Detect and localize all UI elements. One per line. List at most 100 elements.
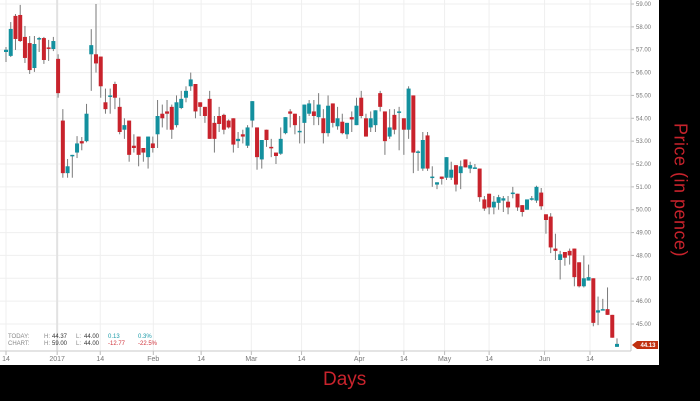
candle [373, 110, 378, 132]
candle [525, 199, 530, 210]
candle [591, 278, 596, 327]
today-high: 44.37 [52, 334, 68, 340]
candle [122, 118, 127, 139]
candle-body [264, 129, 269, 140]
candle [496, 194, 501, 210]
x-tick-label: Apr [354, 356, 366, 363]
candle [32, 35, 37, 72]
candle [477, 168, 482, 202]
candle-body [188, 79, 193, 87]
candle-body [212, 122, 217, 139]
candle-body [330, 103, 335, 123]
candle-body [65, 166, 70, 174]
candle-body [600, 309, 605, 311]
candle-body [387, 127, 392, 137]
y-tick-label: 54.00 [636, 116, 652, 122]
candle [491, 195, 496, 215]
candle-body [397, 111, 402, 113]
candle-body [392, 114, 397, 130]
candle-body [245, 127, 250, 146]
candle [539, 187, 544, 210]
candle [586, 264, 591, 281]
candle [453, 165, 458, 192]
candle [581, 255, 586, 288]
candle [202, 106, 207, 123]
candle [610, 314, 615, 338]
y-tick-label: 52.00 [636, 162, 652, 168]
candle [217, 106, 222, 132]
candle-body [482, 199, 487, 209]
candle-body [382, 111, 387, 142]
candle [501, 195, 506, 212]
candle [212, 115, 217, 153]
candle [165, 99, 170, 130]
candle-body [269, 146, 274, 149]
chart-high-label: H: [44, 341, 50, 347]
candle [397, 106, 402, 151]
candle-body [32, 43, 37, 68]
candle [13, 14, 18, 50]
x-tick-label: 14 [586, 356, 594, 363]
candle-body [577, 262, 582, 287]
candle [174, 95, 179, 128]
candle-body [477, 168, 482, 198]
candle-body [449, 169, 454, 178]
chart-low: 44.00 [84, 341, 100, 347]
y-tick-label: 45.00 [636, 322, 652, 328]
today-high-label: H: [44, 334, 50, 340]
candle [288, 109, 293, 128]
candle [231, 118, 236, 153]
candle [108, 88, 113, 114]
candle-body [520, 205, 525, 212]
candle-body [136, 136, 141, 155]
candle-body [439, 176, 444, 179]
candle [311, 99, 316, 126]
today-pct: 0.3% [138, 334, 152, 340]
candle-body [534, 186, 539, 201]
candle-body [501, 198, 506, 201]
today-row: TODAY: H: 44.37 L: 44.00 0.13 0.3% [8, 334, 168, 341]
candle-body [240, 134, 245, 137]
candle-body [335, 118, 340, 127]
y-tick-label: 48.00 [636, 253, 652, 259]
candle [553, 233, 558, 260]
today-low-label: L: [76, 334, 82, 340]
candle [387, 109, 392, 139]
candle-body [321, 118, 326, 134]
candle [188, 72, 193, 91]
candle [435, 182, 440, 190]
candle [600, 298, 605, 311]
candle [401, 118, 406, 155]
candle-body [591, 278, 596, 323]
candle [340, 113, 345, 135]
candle [198, 102, 203, 116]
candle [37, 36, 42, 52]
candle-body [278, 138, 283, 154]
candle [179, 90, 184, 110]
candle-body [340, 121, 345, 134]
candle-body [463, 159, 468, 168]
candle-body [70, 154, 75, 157]
candle-body [326, 105, 331, 134]
candle-body [89, 45, 94, 55]
candle-body [108, 95, 113, 97]
candle-body [430, 176, 435, 179]
candle [117, 97, 122, 135]
candle [562, 251, 567, 266]
candle [264, 129, 269, 147]
candle [411, 95, 416, 174]
candle [79, 137, 84, 151]
candle-body [543, 214, 548, 220]
candle [250, 101, 255, 128]
x-tick-label: 2017 [49, 356, 65, 363]
candle [131, 134, 136, 153]
today-label: TODAY: [8, 334, 30, 340]
y-tick-label: 46.00 [636, 299, 652, 305]
candle-body [155, 115, 160, 135]
candle [425, 131, 430, 171]
candle-body [169, 106, 174, 130]
candle [378, 90, 383, 112]
candle-body [581, 278, 586, 287]
candle-body [93, 54, 98, 64]
candle [27, 35, 32, 74]
